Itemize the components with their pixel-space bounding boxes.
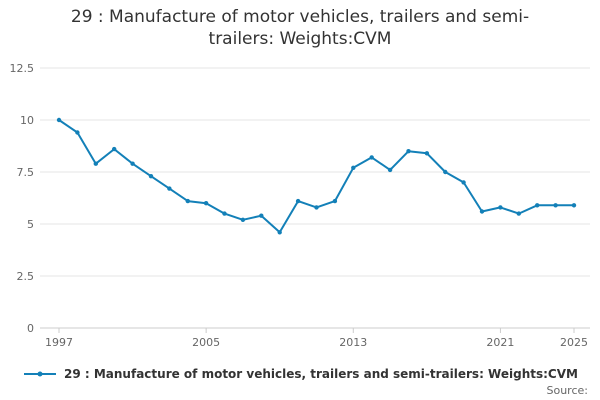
data-point bbox=[277, 230, 282, 235]
data-point bbox=[332, 198, 338, 204]
x-tick-label: 1997 bbox=[45, 336, 73, 349]
data-point bbox=[167, 186, 172, 191]
data-point bbox=[295, 198, 301, 204]
data-point bbox=[222, 211, 227, 216]
data-point bbox=[553, 203, 558, 208]
y-tick-label: 5 bbox=[27, 218, 34, 231]
data-point bbox=[369, 155, 374, 160]
y-tick-label: 7.5 bbox=[17, 166, 35, 179]
data-point bbox=[203, 201, 209, 206]
data-point bbox=[148, 174, 154, 179]
data-point bbox=[240, 217, 246, 222]
data-point bbox=[571, 203, 577, 208]
data-point bbox=[516, 211, 521, 216]
data-point bbox=[443, 169, 448, 175]
series-line bbox=[58, 119, 574, 234]
data-point bbox=[406, 149, 411, 154]
x-tick-label: 2025 bbox=[560, 336, 588, 349]
data-point bbox=[130, 161, 135, 166]
data-point bbox=[461, 180, 466, 185]
data-point bbox=[387, 167, 393, 173]
data-point bbox=[259, 213, 264, 218]
x-tick-label: 2013 bbox=[339, 336, 367, 349]
data-point bbox=[479, 209, 485, 214]
y-tick-label: 12.5 bbox=[10, 62, 35, 75]
data-point bbox=[351, 165, 356, 170]
data-point bbox=[185, 198, 190, 204]
data-point bbox=[498, 205, 503, 210]
legend-label: 29 : Manufacture of motor vehicles, trai… bbox=[64, 367, 578, 381]
x-tick-label: 2021 bbox=[486, 336, 514, 349]
data-point bbox=[424, 151, 430, 156]
data-point bbox=[112, 146, 117, 152]
data-point bbox=[314, 205, 319, 210]
source-label: Source: bbox=[546, 384, 589, 397]
data-point bbox=[535, 203, 540, 208]
legend-swatch-icon bbox=[24, 371, 56, 377]
chart-title: 29 : Manufacture of motor vehicles, trai… bbox=[70, 7, 530, 49]
y-tick-label: 2.5 bbox=[17, 270, 35, 283]
data-point bbox=[75, 130, 80, 135]
y-tick-label: 10 bbox=[20, 114, 34, 127]
x-tick-label: 2005 bbox=[192, 336, 220, 349]
legend[interactable]: 29 : Manufacture of motor vehicles, trai… bbox=[22, 364, 578, 384]
data-point bbox=[56, 117, 62, 123]
y-tick-label: 0 bbox=[27, 322, 34, 335]
data-point bbox=[93, 161, 99, 166]
